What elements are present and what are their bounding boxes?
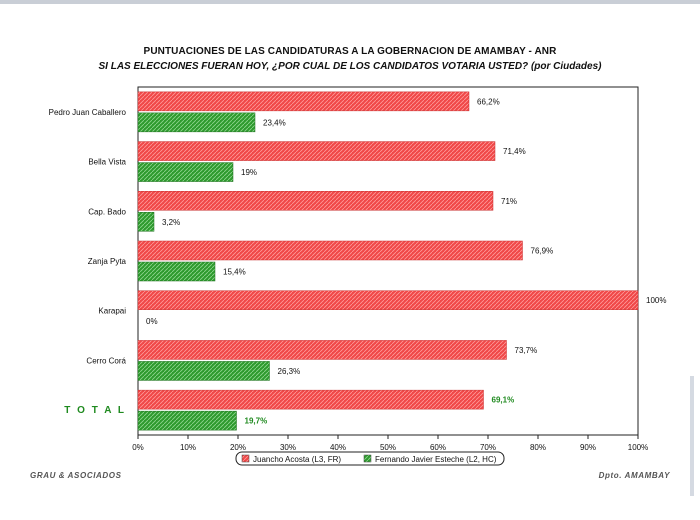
- x-tick-label-6: 60%: [430, 443, 446, 452]
- x-tick-label-1: 10%: [180, 443, 196, 452]
- x-tick-label-3: 30%: [280, 443, 296, 452]
- category-label-2: Cap. Bado: [88, 207, 126, 216]
- data-label-esteche-1: 19%: [241, 168, 257, 177]
- x-tick-label-0: 0%: [132, 443, 144, 452]
- footer-department: Dpto. AMAMBAY: [598, 471, 670, 480]
- x-tick-label-8: 80%: [530, 443, 546, 452]
- bar-acosta-1: [137, 141, 496, 161]
- plot-area: [137, 86, 639, 436]
- category-label-3: Zanja Pyta: [88, 257, 127, 266]
- category-label-5: Cerro Corá: [86, 356, 126, 365]
- data-label-esteche-5: 26,3%: [278, 367, 301, 376]
- bar-acosta-3: [137, 240, 523, 261]
- category-label-6: T O T A L: [64, 405, 126, 416]
- bar-esteche-6: [137, 410, 237, 431]
- chart-title: PUNTUACIONES DE LAS CANDIDATURAS A LA GO…: [143, 46, 557, 57]
- data-label-acosta-4: 100%: [646, 296, 666, 305]
- legend-label-acosta: Juancho Acosta (L3, FR): [253, 455, 341, 464]
- bar-esteche-5: [137, 361, 270, 381]
- footer-company: GRAU & ASOCIADOS: [30, 471, 122, 480]
- legend-swatch-esteche: [363, 454, 372, 463]
- data-label-acosta-6: 69,1%: [492, 396, 515, 405]
- category-label-0: Pedro Juan Caballero: [49, 108, 127, 117]
- data-label-esteche-3: 15,4%: [223, 268, 246, 277]
- category-label-1: Bella Vista: [88, 158, 126, 167]
- x-tick-label-4: 40%: [330, 443, 346, 452]
- scroll-edge: [690, 376, 694, 496]
- window-top-edge: [0, 0, 700, 4]
- x-tick-label-9: 90%: [580, 443, 596, 452]
- legend-swatch-acosta: [241, 454, 250, 463]
- bar-acosta-2: [137, 191, 494, 211]
- legend-label-esteche: Fernando Javier Esteche (L2, HC): [375, 455, 497, 464]
- bar-acosta-4: [137, 290, 639, 310]
- bar-acosta-0: [137, 91, 470, 112]
- data-label-acosta-2: 71%: [501, 197, 517, 206]
- bar-acosta-6: [137, 389, 484, 410]
- x-tick-label-5: 50%: [380, 443, 396, 452]
- data-label-acosta-3: 76,9%: [531, 247, 554, 256]
- bar-esteche-3: [137, 261, 216, 282]
- category-label-4: Karapai: [98, 307, 126, 316]
- bar-esteche-0: [137, 112, 256, 133]
- data-label-acosta-1: 71,4%: [503, 147, 526, 156]
- x-tick-label-10: 100%: [628, 443, 648, 452]
- x-tick-label-7: 70%: [480, 443, 496, 452]
- bar-esteche-2: [137, 212, 155, 232]
- bar-esteche-1: [137, 162, 234, 182]
- data-label-esteche-6: 19,7%: [245, 417, 268, 426]
- chart-subtitle: SI LAS ELECCIONES FUERAN HOY, ¿POR CUAL …: [98, 61, 602, 72]
- bar-acosta-5: [137, 340, 507, 360]
- data-label-acosta-0: 66,2%: [477, 97, 500, 106]
- data-label-acosta-5: 73,7%: [515, 346, 538, 355]
- x-tick-label-2: 20%: [230, 443, 246, 452]
- data-label-esteche-4: 0%: [146, 317, 158, 326]
- data-label-esteche-2: 3,2%: [162, 218, 180, 227]
- data-label-esteche-0: 23,4%: [263, 118, 286, 127]
